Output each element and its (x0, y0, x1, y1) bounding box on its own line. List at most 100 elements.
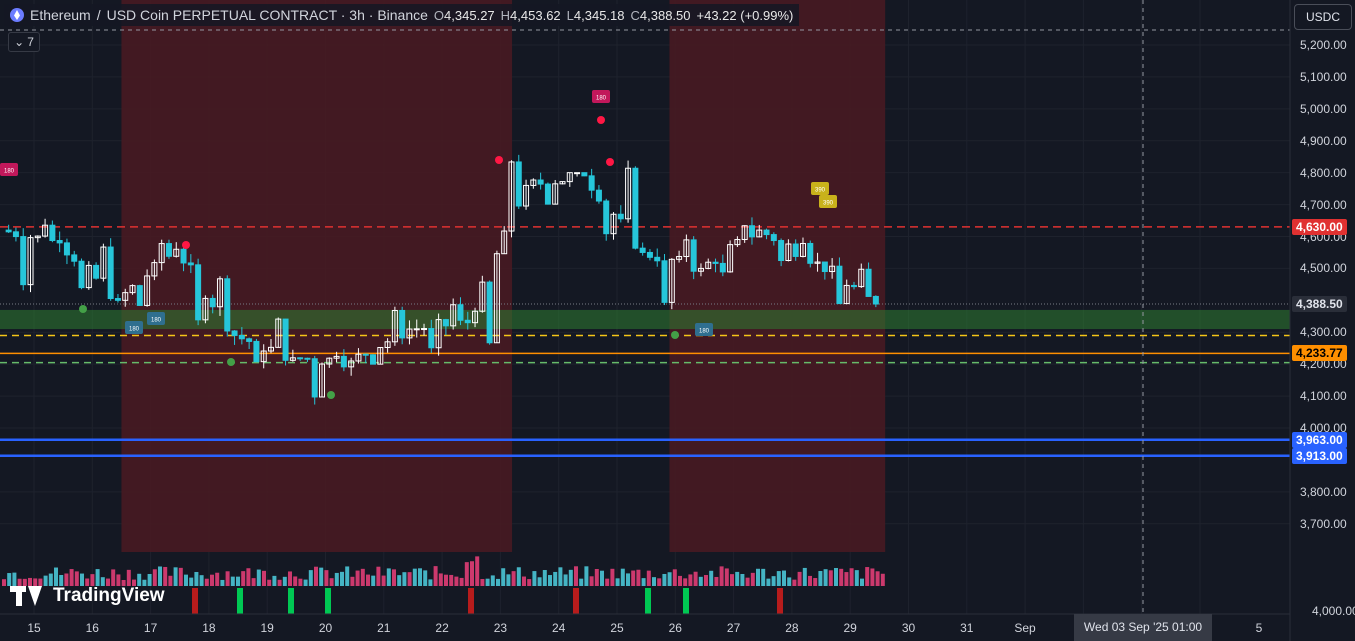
volume-bar (334, 572, 339, 586)
volume-bar (407, 572, 412, 586)
volume-bar (173, 567, 178, 586)
volume-bar (714, 576, 719, 586)
volume-bar (584, 566, 589, 586)
candle-down (486, 281, 493, 344)
candle-down (71, 254, 78, 262)
volume-bar (142, 579, 147, 586)
candle-up (559, 181, 566, 185)
volume-bar (735, 571, 740, 586)
candle-up (625, 167, 632, 220)
candle-up (326, 357, 333, 365)
currency-button[interactable]: USDC (1294, 4, 1352, 30)
volume-bar (360, 568, 365, 586)
volume-bar (693, 571, 698, 586)
histogram-bar (192, 588, 198, 614)
tradingview-logo: TradingView (10, 585, 165, 607)
volume-bar (371, 575, 376, 586)
volume-bar (802, 567, 807, 586)
indicators-toggle-button[interactable]: ⌄ 7 (8, 32, 40, 52)
candle-down (836, 265, 843, 305)
candle-down (865, 268, 872, 297)
candle-up (100, 246, 107, 279)
symbol-name[interactable]: Ethereum (30, 7, 91, 23)
volume-bar (808, 575, 812, 586)
volume-bar (350, 576, 355, 586)
histogram-bar (573, 588, 579, 614)
volume-bar (522, 576, 526, 586)
volume-bar (137, 573, 142, 586)
volume-bar (756, 568, 760, 586)
time-tick-label: 26 (668, 621, 682, 635)
histogram-bar (777, 588, 783, 614)
high-label: H (500, 8, 511, 23)
volume-bar (657, 578, 662, 586)
volume-bar (678, 575, 682, 586)
candle-down (107, 246, 114, 300)
candle-down (661, 260, 668, 303)
candle-down (457, 304, 464, 321)
tradingview-mark-icon (10, 586, 48, 606)
candle-up (683, 239, 690, 258)
price-tick-label: 4,800.00 (1300, 165, 1347, 180)
candle-up (158, 243, 165, 264)
volume-bar (548, 575, 552, 586)
volume-bar (48, 573, 53, 586)
volume-bar (158, 566, 162, 586)
volume-bar (652, 577, 656, 586)
candle-down (807, 242, 814, 264)
volume-bar (163, 566, 168, 586)
volume-bar (246, 568, 251, 586)
quote-name[interactable]: USD Coin PERPETUAL CONTRACT · 3h · Binan… (106, 7, 428, 23)
volume-bar (314, 566, 318, 586)
volume-bar (854, 570, 859, 586)
volume-bar (319, 567, 324, 586)
volume-bar (459, 577, 464, 586)
volume-bar (28, 577, 32, 586)
candle-down (712, 261, 719, 264)
candle-down (646, 251, 653, 258)
volume-bar (709, 570, 714, 586)
volume-bar (69, 569, 74, 586)
volume-bar (527, 579, 532, 586)
volume-bar (54, 567, 58, 586)
candle-down (544, 183, 551, 205)
volume-bar (823, 569, 828, 586)
candle-up (435, 319, 442, 349)
candle-down (595, 189, 602, 202)
volume-bar (17, 578, 22, 586)
volume-bar (38, 578, 43, 586)
volume-bar (43, 575, 48, 586)
indicators-count: 7 (27, 35, 34, 49)
volume-bar (792, 579, 797, 586)
signal-badge: 180 (695, 323, 713, 336)
volume-bar (366, 574, 370, 586)
volume-bar (511, 571, 516, 586)
volume-bar (750, 572, 755, 586)
price-tag: 3,963.00 (1292, 431, 1347, 448)
candle-down (537, 179, 544, 185)
time-tick-label: 18 (202, 621, 216, 635)
volume-bar (236, 576, 240, 586)
candle-down (63, 242, 70, 256)
histogram-bar (683, 588, 689, 614)
volume-bar (251, 578, 256, 586)
volume-bar (433, 566, 438, 586)
volume-bar (797, 571, 802, 586)
volume-bar (329, 578, 334, 586)
volume-bar (740, 573, 745, 586)
volume-bar (272, 575, 277, 586)
time-tick-label: 29 (843, 621, 857, 635)
volume-bar (589, 576, 594, 586)
volume-bar (277, 579, 282, 586)
volume-bar (303, 579, 308, 586)
candle-down (588, 175, 595, 191)
symbol-legend[interactable]: Ethereum / USD Coin PERPETUAL CONTRACT ·… (4, 4, 800, 26)
volume-bar (818, 571, 823, 586)
candle-down (792, 243, 799, 257)
candle-down (253, 340, 260, 363)
candle-down (5, 229, 12, 233)
candle-up (202, 297, 209, 321)
close-value: 4,388.50 (639, 8, 691, 23)
volume-bar (776, 571, 781, 586)
